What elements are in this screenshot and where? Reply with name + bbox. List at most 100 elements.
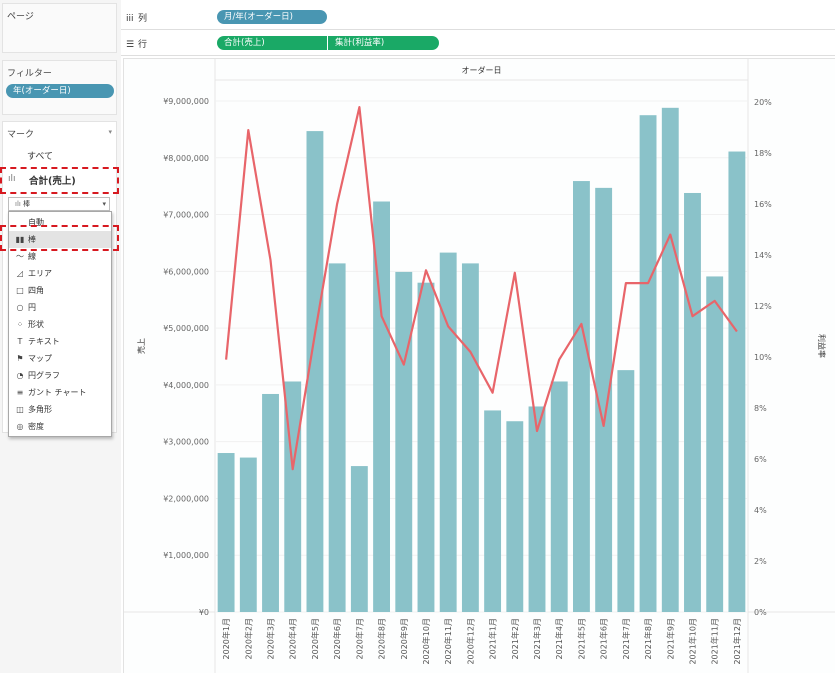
columns-pill-order-month[interactable]: 月/年(オーダー日) bbox=[217, 10, 327, 24]
x-tick-label: 2021年6月 bbox=[599, 618, 609, 659]
sales-bar[interactable] bbox=[239, 457, 257, 612]
sales-bar[interactable] bbox=[373, 201, 391, 612]
sales-bar[interactable] bbox=[439, 252, 457, 612]
mark-type-option-label: テキスト bbox=[28, 337, 60, 346]
marks-sales-card-label[interactable]: 合計(売上) bbox=[29, 176, 76, 187]
mark-type-option-icon: □ bbox=[16, 286, 24, 295]
mark-type-option[interactable]: ▮▮ 棒 bbox=[9, 231, 111, 248]
mark-type-option-label: 線 bbox=[28, 252, 36, 261]
mark-type-option-icon: 〜 bbox=[16, 252, 24, 261]
x-tick-label: 2021年3月 bbox=[532, 618, 542, 659]
filter-pill-order-year[interactable]: 年(オーダー日) bbox=[6, 84, 114, 98]
sales-bar[interactable] bbox=[461, 263, 479, 612]
y-tick-label: ¥3,000,000 bbox=[163, 438, 209, 447]
x-tick-label: 2020年10月 bbox=[421, 618, 431, 665]
sales-bar[interactable] bbox=[617, 370, 635, 612]
x-tick-label: 2021年12月 bbox=[732, 618, 742, 665]
columns-shelf-label: 列 bbox=[138, 14, 148, 24]
rows-pill-profit-ratio[interactable]: 集計(利益率) bbox=[328, 36, 439, 50]
mark-type-option-label: 棒 bbox=[28, 235, 36, 244]
mark-type-option-label: 円グラフ bbox=[28, 371, 60, 380]
mark-type-option-label: 円 bbox=[28, 303, 36, 312]
marks-all-tab[interactable]: すべて bbox=[27, 152, 54, 162]
mark-type-option[interactable]: ⚑ マップ bbox=[9, 350, 111, 367]
mark-type-option[interactable]: ≡ ガント チャート bbox=[9, 384, 111, 401]
sales-bar[interactable] bbox=[484, 410, 502, 612]
profit-ratio-line[interactable] bbox=[225, 105, 738, 471]
y-tick-label: ¥1,000,000 bbox=[163, 551, 209, 560]
chevron-down-icon: ▾ bbox=[102, 200, 106, 208]
y2-tick-label: 2% bbox=[754, 557, 767, 566]
x-tick-label: 2020年1月 bbox=[221, 618, 231, 659]
mark-type-option[interactable]: ○ 円 bbox=[9, 299, 111, 316]
mark-type-option[interactable]: ⁘ 形状 bbox=[9, 316, 111, 333]
sales-bar[interactable] bbox=[595, 187, 613, 612]
mark-type-option[interactable]: ◔ 円グラフ bbox=[9, 367, 111, 384]
mark-type-option[interactable]: T テキスト bbox=[9, 333, 111, 350]
sales-bar[interactable] bbox=[306, 131, 324, 612]
sales-bar[interactable] bbox=[572, 181, 590, 612]
y2-tick-label: 20% bbox=[754, 98, 772, 107]
mark-type-option-icon: ▮▮ bbox=[15, 235, 25, 244]
y2-tick-label: 6% bbox=[754, 455, 767, 464]
sales-bar[interactable] bbox=[661, 107, 679, 613]
marks-menu-arrow-icon[interactable]: ▾ bbox=[108, 128, 112, 136]
y-tick-label: ¥9,000,000 bbox=[163, 97, 209, 106]
sales-bar[interactable] bbox=[528, 406, 546, 612]
mark-type-option-icon: ⁘ bbox=[16, 320, 24, 329]
filters-card[interactable]: フィルター 年(オーダー日) bbox=[2, 60, 117, 115]
mark-type-option-label: ガント チャート bbox=[28, 388, 87, 397]
y2-tick-label: 4% bbox=[754, 506, 767, 515]
highlight-sales-card bbox=[0, 167, 119, 194]
mark-type-option[interactable]: ◿ エリア bbox=[9, 265, 111, 282]
x-tick-label: 2021年1月 bbox=[488, 618, 498, 659]
mark-type-select-value: 棒 bbox=[23, 200, 31, 208]
mark-type-select-icon: ılı bbox=[15, 200, 24, 208]
x-tick-label: 2021年10月 bbox=[687, 618, 697, 665]
sales-bar[interactable] bbox=[506, 421, 524, 612]
y-tick-label: ¥8,000,000 bbox=[163, 154, 209, 163]
mark-type-option-icon: ◫ bbox=[16, 405, 24, 414]
mark-type-select[interactable]: ılı 棒 ▾ bbox=[8, 197, 110, 211]
y2-tick-label: 14% bbox=[754, 251, 772, 260]
sales-bar[interactable] bbox=[328, 263, 346, 612]
mark-type-option[interactable]: 自動 bbox=[9, 214, 111, 231]
mark-type-option-icon: ◿ bbox=[16, 269, 24, 278]
columns-shelf[interactable]: iii 列 月/年(オーダー日) bbox=[121, 5, 835, 30]
y-tick-label: ¥5,000,000 bbox=[163, 324, 209, 333]
y-tick-label: ¥0 bbox=[199, 608, 209, 617]
y-axis-title: 売上 bbox=[136, 338, 146, 354]
x-tick-label: 2020年5月 bbox=[310, 618, 320, 659]
rows-shelf[interactable]: ☰ 行 合計(売上) 集計(利益率) bbox=[121, 31, 835, 56]
x-tick-label: 2021年7月 bbox=[621, 618, 631, 659]
rows-pill-sales[interactable]: 合計(売上) bbox=[217, 36, 327, 50]
rows-icon: ☰ bbox=[126, 40, 135, 50]
sales-bar[interactable] bbox=[217, 453, 235, 612]
mark-type-option[interactable]: ◎ 密度 bbox=[9, 418, 111, 435]
sales-bar[interactable] bbox=[262, 393, 279, 612]
chart-view: オーダー日 ¥0 ¥1,000,000 ¥2,000,000 ¥3,000,000 ¥4,… bbox=[123, 58, 835, 673]
mark-type-option[interactable]: ◫ 多角形 bbox=[9, 401, 111, 418]
mark-type-option-icon: ◎ bbox=[16, 422, 24, 431]
x-tick-label: 2020年3月 bbox=[266, 618, 276, 659]
y2-tick-label: 0% bbox=[754, 608, 767, 617]
x-tick-label: 2020年12月 bbox=[465, 618, 475, 665]
mark-type-option[interactable]: □ 四角 bbox=[9, 282, 111, 299]
x-tick-label: 2021年8月 bbox=[643, 618, 653, 659]
sales-bar[interactable] bbox=[350, 466, 368, 612]
sales-bar[interactable] bbox=[706, 276, 724, 612]
y2-tick-label: 18% bbox=[754, 149, 772, 158]
mark-type-option-label: 四角 bbox=[28, 286, 44, 295]
mark-type-dropdown: 自動 ▮▮ 棒〜線 ◿ エリア □ 四角 ○ 円 ⁘ 形状 T テキスト ⚑ マップ ◔ 円グラフ ≡ ガント チャ… bbox=[8, 211, 112, 437]
sales-bar[interactable] bbox=[684, 192, 701, 613]
mark-type-option[interactable]: 〜線 bbox=[9, 248, 111, 265]
sales-bar[interactable] bbox=[417, 282, 435, 612]
sales-bar[interactable] bbox=[550, 381, 568, 612]
pages-card[interactable]: ページ bbox=[2, 3, 117, 53]
sales-bar[interactable] bbox=[639, 115, 657, 612]
sales-bar[interactable] bbox=[395, 271, 413, 612]
y2-tick-label: 10% bbox=[754, 353, 772, 362]
mark-type-option-label: 形状 bbox=[28, 320, 44, 329]
x-tick-label: 2021年11月 bbox=[710, 618, 720, 665]
sales-bar[interactable] bbox=[728, 151, 746, 612]
